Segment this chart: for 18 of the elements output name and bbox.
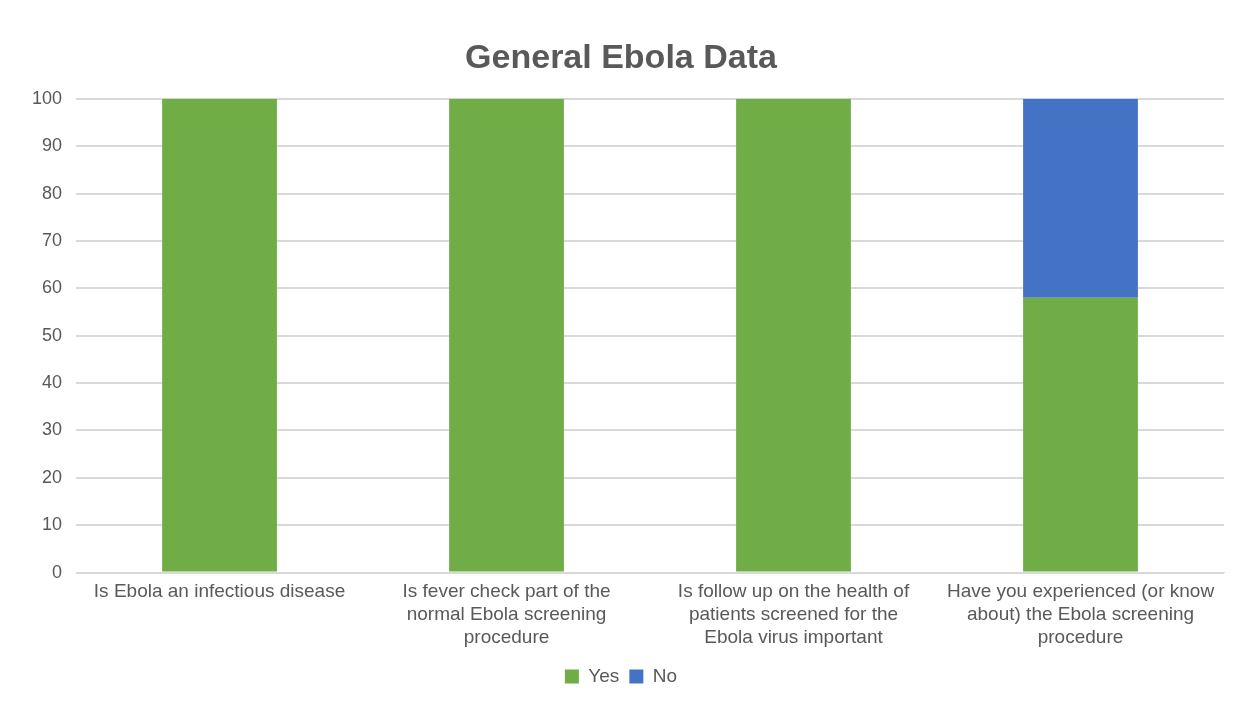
y-tick-label: 10 [42, 514, 63, 535]
y-tick-label: 60 [42, 277, 63, 298]
y-tick-label: 30 [42, 419, 63, 440]
x-tick-label: Is Ebola an infectious disease [93, 580, 346, 602]
y-tick-label: 90 [42, 135, 63, 156]
y-tick-label: 20 [42, 466, 63, 487]
legend-label: Yes [588, 664, 620, 686]
x-tick-label: Have you experienced (or know about) the Ebola screening procedure [946, 580, 1215, 647]
x-tick-label: Is follow up on the health of patients screened for the Ebola virus important [677, 580, 910, 647]
y-tick-label: 70 [42, 229, 63, 250]
x-tick-label: Is fever check part of the normal Ebola screening procedure [402, 580, 611, 647]
chart-title: General Ebola Data [465, 36, 778, 75]
y-tick-label: 100 [31, 87, 63, 108]
y-tick-label: 50 [42, 324, 63, 345]
legend-label: No [652, 664, 678, 686]
y-tick-label: 80 [42, 182, 63, 203]
y-tick-label: 40 [42, 372, 63, 393]
y-tick-label: 0 [52, 561, 63, 582]
